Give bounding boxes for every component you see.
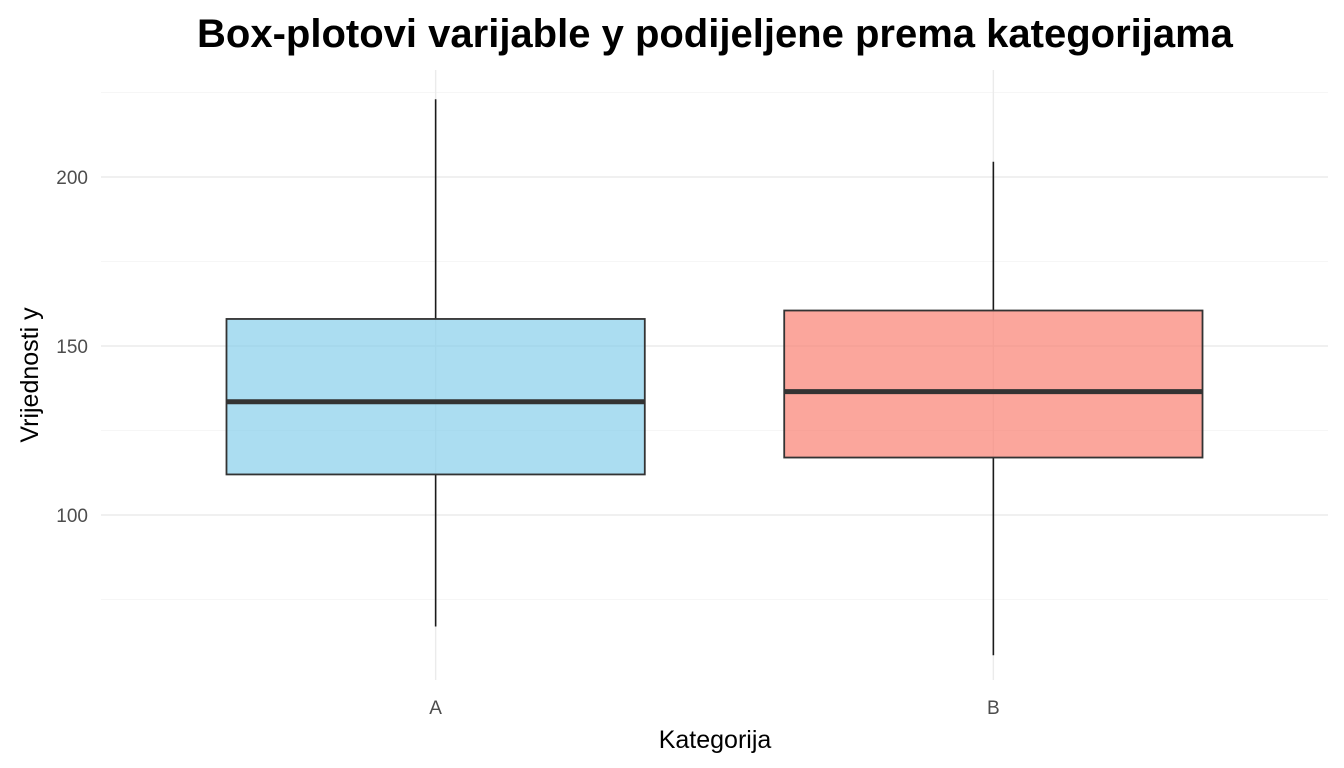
y-tick-label: 100: [56, 506, 88, 527]
box-layer: [225, 99, 1204, 656]
y-tick-layer: 100 150 200: [56, 168, 88, 527]
x-tick-label: B: [987, 698, 1000, 719]
y-tick-label: 150: [56, 337, 88, 358]
y-tick-label: 200: [56, 168, 88, 189]
box-b: [783, 309, 1204, 459]
box-a: [225, 318, 646, 476]
x-axis-label: Kategorija: [659, 726, 772, 754]
chart-title: Box-plotovi varijable y podijeljene prem…: [197, 12, 1234, 56]
x-tick-label: A: [429, 698, 442, 719]
y-axis-label: Vrijednosti y: [16, 307, 44, 443]
